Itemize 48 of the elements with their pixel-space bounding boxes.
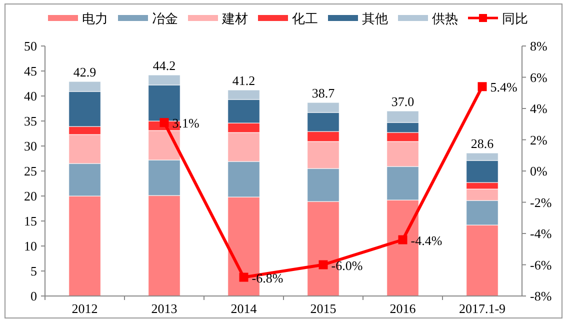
y2-tick-label: 4% [530,101,548,116]
x-tick-label: 2017.1-9 [458,301,506,316]
y-tick-label: 25 [24,164,37,178]
y2-tick-label: 6% [530,70,548,85]
legend-label: 供热 [432,12,458,27]
x-tick-label: 2016 [390,301,416,316]
y2-tick-label: -6% [530,257,552,272]
y-tick-label: 40 [24,88,37,104]
data-label: 3.1% [172,116,200,131]
y-tick-label: 45 [24,64,37,78]
total-label: 28.6 [470,136,494,151]
y2-tick-label: -4% [530,226,552,241]
total-label: 38.7 [312,86,336,100]
y-tick-label: 30 [24,138,37,154]
y-tick-label: 50 [24,38,37,54]
y-tick-label: 15 [24,214,37,228]
y-tick-label: 0 [30,288,37,304]
y2-tick-label: 0% [530,164,548,178]
point [398,235,408,244]
x-tick-label: 2014 [230,301,258,316]
y-tick-label: 5 [30,264,37,278]
y2-tick-label: 8% [530,38,548,54]
data-label: -6.8% [252,270,284,286]
total-label: 41.2 [232,73,256,88]
legend-label: 化工 [292,12,318,27]
y2-tick-label: 2% [530,132,548,148]
y2-tick-label: -8% [530,288,552,304]
legend-label: 建材 [221,12,248,27]
x-tick-label: 2015 [310,301,336,316]
x-tick-label: 2012 [72,301,98,316]
y-tick-label: 20 [24,188,37,204]
legend-label: 冶金 [152,12,178,27]
y-tick-label: 10 [24,238,37,254]
y-tick-label: 35 [24,114,37,128]
point [478,82,487,92]
legend-label: 其他 [362,12,388,27]
total-label: 37.0 [391,94,414,109]
legend-label: 电力 [82,12,108,27]
point [239,272,248,282]
y2-tick-label: -2% [530,194,552,210]
data-label: 5.4% [490,80,518,95]
total-label: 42.9 [73,64,96,80]
total-label: 44.2 [152,58,176,73]
legend-label: 同比 [502,12,528,27]
data-label: -4.4% [410,232,442,248]
x-tick-label: 2013 [151,301,178,316]
point [318,260,328,270]
data-label: -6.0% [331,258,363,273]
